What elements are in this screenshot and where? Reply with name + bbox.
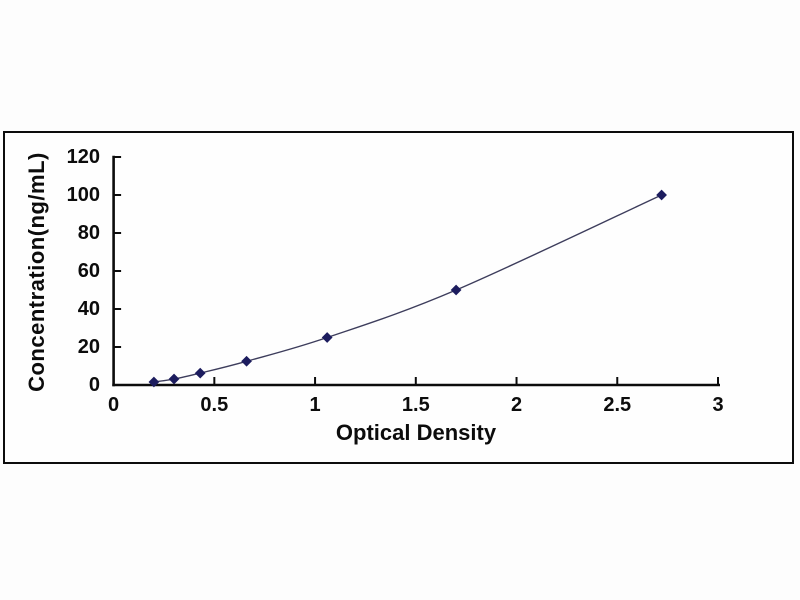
y-tick-label: 60	[77, 260, 100, 282]
x-tick-label: 3	[712, 394, 724, 416]
y-axis-title: Concentration(ng/mL)	[24, 152, 49, 392]
x-tick-label: 0	[108, 394, 120, 416]
chart-frame	[3, 131, 794, 464]
data-point-marker	[321, 332, 333, 343]
y-tick-label: 80	[77, 222, 100, 244]
data-point-marker	[194, 367, 206, 379]
data-point-marker	[168, 373, 180, 385]
x-tick-label: 2.5	[603, 394, 632, 416]
y-tick-label: 40	[77, 298, 100, 320]
data-point-marker	[656, 189, 667, 201]
y-tick-label: 120	[66, 146, 100, 168]
y-tick-label: 20	[77, 336, 100, 358]
x-tick-label: 0.5	[200, 394, 229, 416]
data-point-marker	[450, 284, 462, 296]
x-axis-title: Optical Density	[335, 420, 497, 445]
x-tick-label: 1.5	[401, 394, 430, 416]
data-point-marker	[241, 355, 252, 367]
y-tick-label: 0	[88, 374, 100, 396]
x-tick-label: 1	[309, 394, 321, 416]
x-tick-label: 2	[510, 394, 523, 416]
data-point-marker	[148, 376, 160, 388]
y-tick-label: 100	[66, 184, 100, 206]
curve-line	[153, 194, 662, 383]
